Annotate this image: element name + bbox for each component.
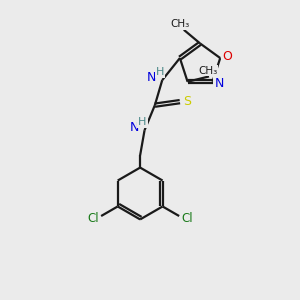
Text: CH₃: CH₃ [198,65,217,76]
Text: N: N [214,77,224,90]
Text: Cl: Cl [87,212,99,225]
Text: CH₃: CH₃ [171,19,190,29]
Text: S: S [183,95,191,108]
Text: N: N [130,121,139,134]
Text: N: N [147,71,157,84]
Text: H: H [138,117,147,127]
Text: H: H [156,67,164,77]
Text: Cl: Cl [182,212,193,225]
Text: O: O [222,50,232,63]
